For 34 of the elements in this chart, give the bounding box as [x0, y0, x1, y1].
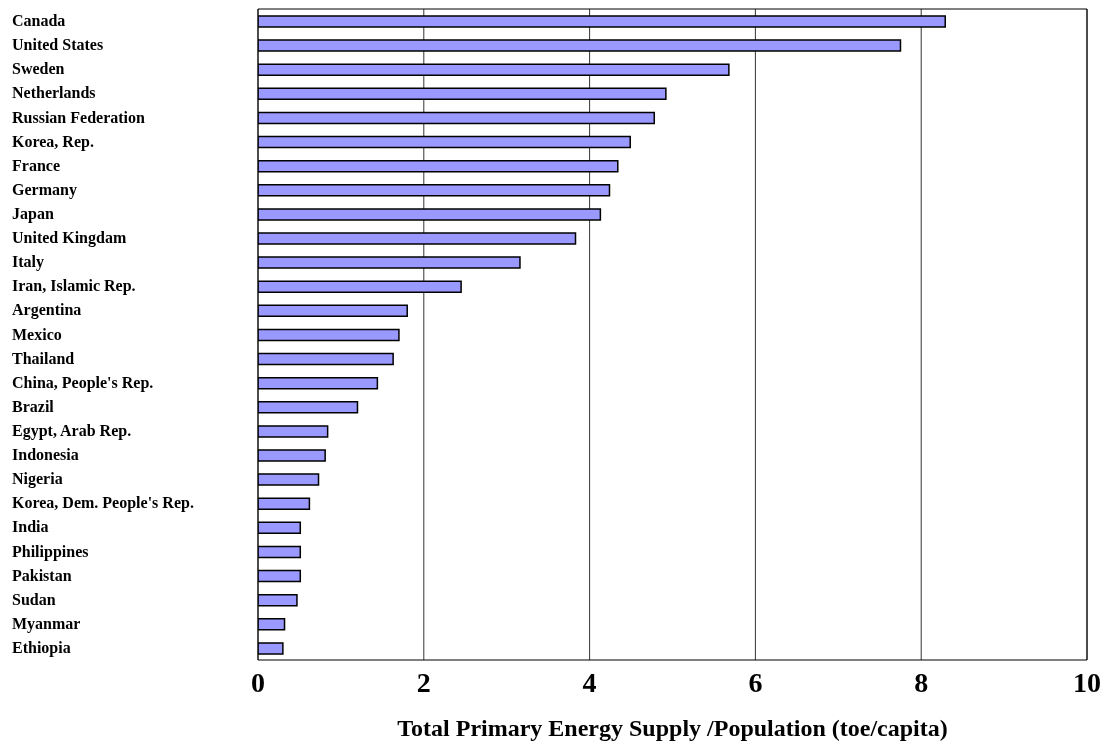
y-tick-label: Nigeria	[12, 470, 63, 489]
y-tick-label: Pakistan	[12, 566, 72, 584]
y-tick-label: Myanmar	[12, 614, 81, 633]
y-tick-label: Philippines	[12, 542, 89, 561]
y-tick-label: Korea, Dem. People's Rep.	[12, 494, 194, 513]
y-tick-label: France	[12, 156, 60, 174]
y-tick-label: China, People's Rep.	[12, 373, 154, 392]
y-tick-label: India	[12, 518, 49, 536]
y-tick-label: Japan	[12, 204, 54, 223]
y-tick-label: Netherlands	[12, 84, 96, 102]
y-tick-label: Germany	[12, 180, 77, 199]
y-tick-label: Canada	[12, 12, 66, 30]
y-tick-label: Brazil	[12, 397, 55, 415]
y-tick-label: United Kingdam	[12, 229, 127, 248]
x-tick-label: 2	[416, 666, 431, 698]
x-tick-label: 6	[748, 666, 763, 698]
x-axis-title: Total Primary Energy Supply /Population (toe/capita)	[397, 715, 948, 741]
y-tick-label: United States	[12, 36, 104, 54]
y-tick-label: Russian Federation	[12, 108, 145, 126]
x-tick-label: 0	[251, 666, 265, 698]
y-tick-label: Ethiopia	[12, 638, 71, 657]
y-tick-label: Sweden	[12, 60, 65, 78]
y-tick-label: Sudan	[12, 590, 56, 608]
y-tick-label: Italy	[12, 253, 44, 272]
y-tick-label: Argentina	[12, 301, 82, 320]
y-tick-label: Egypt, Arab Rep.	[12, 421, 132, 440]
y-tick-label: Indonesia	[12, 446, 79, 464]
y-tick-label: Thailand	[12, 349, 75, 367]
y-tick-label: Iran, Islamic Rep.	[12, 277, 136, 296]
x-tick-label: 8	[914, 666, 929, 698]
x-tick-label: 10	[1073, 666, 1101, 698]
y-tick-label: Mexico	[12, 325, 62, 343]
x-tick-label: 4	[582, 666, 597, 698]
y-tick-label: Korea, Rep.	[12, 132, 94, 151]
